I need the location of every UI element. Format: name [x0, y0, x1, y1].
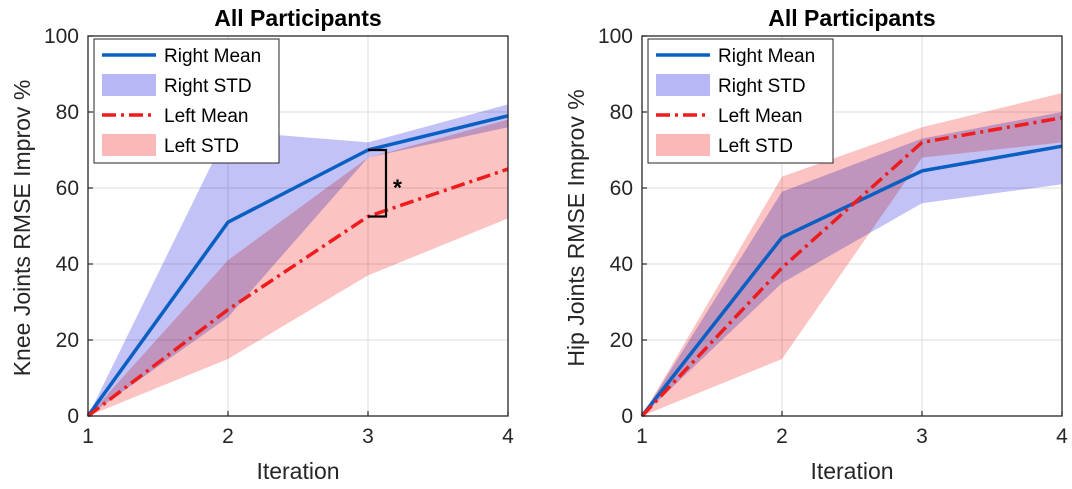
- chart-title: All Participants: [768, 5, 935, 31]
- legend-label-left-mean: Left Mean: [718, 106, 803, 127]
- significance-bracket: [368, 148, 388, 218]
- chart-title: All Participants: [214, 5, 381, 31]
- y-axis-label: Knee Joints RMSE Improv %: [9, 80, 35, 377]
- y-axis-label: Hip Joints RMSE Improv %: [563, 89, 589, 366]
- legend-label-left-std: Left STD: [718, 136, 793, 157]
- axes-frame: [641, 35, 1063, 417]
- line-left-mean: [86, 167, 509, 418]
- x-tick-label: 1: [636, 425, 648, 448]
- band-right-std: [642, 112, 1062, 416]
- legend: Right Mean Right STD Left Mean Left STD: [93, 38, 280, 164]
- y-tick-label: 100: [598, 25, 633, 48]
- legend-swatch-right-std: [102, 74, 156, 96]
- x-tick-label: 1: [82, 425, 94, 448]
- axes-frame: [87, 35, 509, 417]
- band-left-std: [88, 119, 508, 416]
- line-right-mean: [86, 114, 509, 418]
- legend: Right Mean Right STD Left Mean Left STD: [647, 38, 834, 164]
- legend-label-left-std: Left STD: [164, 136, 239, 157]
- x-axis-label: Iteration: [256, 458, 339, 484]
- legend-swatch-left-std: [656, 134, 710, 156]
- legend-label-right-std: Right STD: [718, 76, 806, 97]
- y-tick-label: 60: [610, 177, 633, 200]
- y-tick-label: 0: [621, 405, 633, 428]
- y-tick-label: 0: [67, 405, 79, 428]
- x-tick-label: 2: [776, 425, 788, 448]
- x-tick-label: 4: [502, 425, 514, 448]
- x-tick-label: 2: [222, 425, 234, 448]
- y-tick-label: 40: [56, 253, 79, 276]
- line-left-mean: [640, 115, 1063, 418]
- band-left-std: [642, 93, 1062, 416]
- x-tick-label: 4: [1056, 425, 1068, 448]
- y-tick-label: 80: [610, 101, 633, 124]
- legend-label-right-mean: Right Mean: [718, 46, 815, 67]
- x-tick-label: 3: [916, 425, 928, 448]
- y-tick-label: 60: [56, 177, 79, 200]
- y-tick-label: 20: [610, 329, 633, 352]
- x-axis-label: Iteration: [810, 458, 893, 484]
- legend-label-left-mean: Left Mean: [164, 106, 249, 127]
- legend-label-right-mean: Right Mean: [164, 46, 261, 67]
- x-tick-label: 3: [362, 425, 374, 448]
- y-tick-label: 100: [44, 25, 79, 48]
- legend-swatch-left-std: [102, 134, 156, 156]
- y-tick-label: 80: [56, 101, 79, 124]
- y-tick-label: 20: [56, 329, 79, 352]
- legend-label-right-std: Right STD: [164, 76, 252, 97]
- legend-swatch-right-std: [656, 74, 710, 96]
- y-tick-label: 40: [610, 253, 633, 276]
- significance-marker: *: [393, 174, 402, 200]
